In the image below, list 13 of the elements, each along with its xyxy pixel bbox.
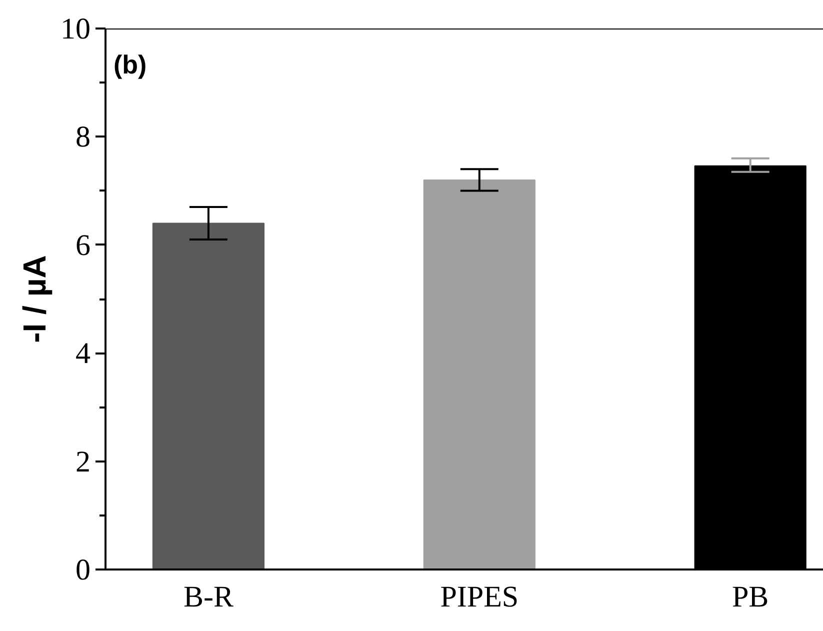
x-tick-label: B-R <box>183 580 234 614</box>
y-tick-label: 4 <box>76 337 90 370</box>
x-tick-label: PB <box>732 580 769 614</box>
x-tick-label: PIPES <box>440 580 519 614</box>
y-tick-label: 8 <box>76 120 90 154</box>
y-tick-label: 6 <box>76 228 90 262</box>
annotation: (b) <box>114 50 147 80</box>
y-axis-title: -I / µA <box>16 255 52 343</box>
bar <box>423 179 536 570</box>
y-tick-label: 2 <box>76 445 90 478</box>
y-tick-label: 10 <box>60 12 90 46</box>
y-tick-label: 0 <box>76 554 90 586</box>
bar <box>152 222 264 570</box>
